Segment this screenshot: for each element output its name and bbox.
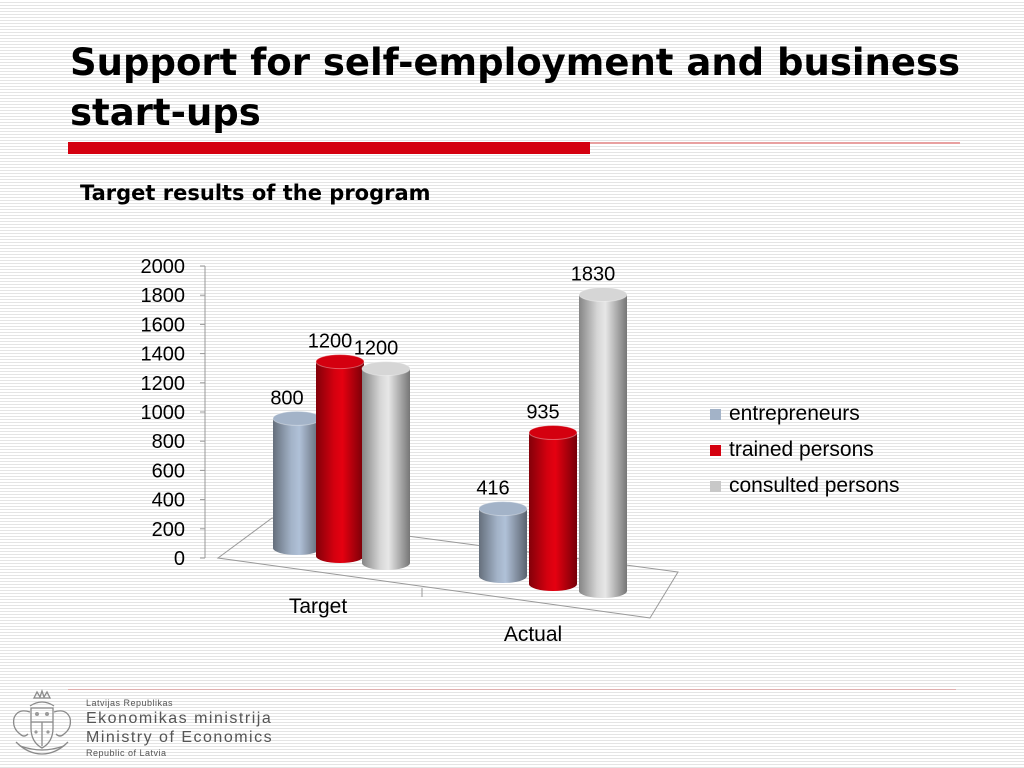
x-category-label: Actual <box>504 623 562 646</box>
data-label: 935 <box>526 402 559 424</box>
y-tick-label: 1600 <box>141 314 186 336</box>
bar-top <box>272 410 322 426</box>
bar-body <box>579 294 627 598</box>
bar-body <box>316 361 364 563</box>
bar-body <box>479 508 527 583</box>
bar-top <box>528 425 578 441</box>
chart-title: Target results of the program <box>80 181 431 205</box>
footer-divider <box>68 689 956 690</box>
legend-label: trained persons <box>729 438 874 461</box>
title-underline-rule <box>590 142 960 144</box>
legend-item-consulted-persons: consulted persons <box>710 468 899 504</box>
slide-title: Support for self-employment and business… <box>70 41 961 134</box>
bar-trained-persons-target <box>315 354 365 563</box>
y-tick-label: 800 <box>152 431 185 453</box>
legend-label: consulted persons <box>729 474 900 497</box>
footer-line-4: Republic of Latvia <box>86 748 167 758</box>
data-label: 416 <box>476 478 509 500</box>
y-tick-label: 200 <box>152 519 185 541</box>
y-tick-label: 1200 <box>141 373 186 395</box>
ministry-logo-text: Latvijas Republikas Ekonomikas ministrij… <box>86 697 273 759</box>
legend-swatch-consulted-persons <box>710 480 721 492</box>
y-tick-label: 0 <box>174 548 185 570</box>
data-label: 800 <box>270 387 303 409</box>
title-underline-accent <box>68 142 590 154</box>
bar-body <box>273 418 321 555</box>
data-label: 1200 <box>308 331 353 353</box>
x-category-label: Target <box>289 595 348 618</box>
legend-item-entrepreneurs: entrepreneurs <box>710 396 899 432</box>
legend-swatch-trained-persons <box>710 444 721 456</box>
y-tick-label: 600 <box>152 460 185 482</box>
chart-labels: 800 1200 1200 Target 416 935 1830 Actual <box>270 264 615 646</box>
chart-bars <box>272 287 628 598</box>
bar-consulted-persons-target <box>361 361 411 570</box>
bar-top <box>361 361 411 377</box>
bar-entrepreneurs-actual <box>478 501 528 583</box>
bar-entrepreneurs-target <box>272 410 322 555</box>
bar-body <box>362 368 410 570</box>
legend-swatch-entrepreneurs <box>710 408 721 420</box>
y-axis: 0 200 400 600 800 1000 1200 1400 1600 1800 2000 <box>141 256 206 570</box>
footer-line-1: Latvijas Republikas <box>86 698 174 708</box>
chart-floor <box>216 517 679 619</box>
bar-top <box>315 354 365 370</box>
bar-body <box>529 432 577 591</box>
y-tick-label: 400 <box>152 490 185 512</box>
y-tick-label: 1000 <box>141 402 186 424</box>
bar-top <box>478 501 528 517</box>
latvia-coat-of-arms-icon <box>12 688 72 755</box>
y-tick-label: 1800 <box>141 285 186 307</box>
y-tick-label: 2000 <box>141 256 186 278</box>
data-label: 1830 <box>571 264 616 286</box>
bar-consulted-persons-actual <box>578 287 628 598</box>
data-label: 1200 <box>354 338 399 360</box>
chart-floor-plane <box>216 517 679 619</box>
chart-legend: entrepreneurs trained persons consulted … <box>710 396 899 504</box>
legend-item-trained-persons: trained persons <box>710 432 899 468</box>
legend-label: entrepreneurs <box>729 402 860 425</box>
y-tick-label: 1400 <box>141 344 186 366</box>
footer-line-3: Ministry of Economics <box>86 729 274 746</box>
footer-line-2: Ekonomikas ministrija <box>86 710 273 727</box>
bar-top <box>578 287 628 303</box>
bar-trained-persons-actual <box>528 425 578 591</box>
